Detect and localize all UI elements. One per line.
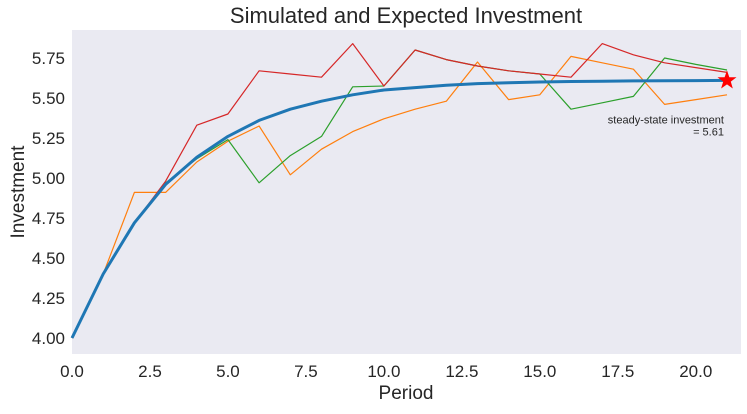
series-line-2 [71,42,728,339]
annotation-line-1: steady-state investment [608,115,724,127]
x-tick-label: 5.0 [216,362,240,381]
x-tick-label: 7.5 [294,362,318,381]
x-tick-label: 0.0 [60,362,84,381]
series-line-0 [71,55,728,339]
annotation-line-2: = 5.61 [693,127,724,139]
y-tick-label: 4.50 [32,249,65,268]
plot-area [72,30,741,354]
y-tick-label: 4.25 [32,289,65,308]
x-tick-label: 12.5 [445,362,478,381]
y-tick-label: 5.50 [32,89,65,108]
x-tick-label: 15.0 [523,362,556,381]
x-tick-label: 10.0 [367,362,400,381]
x-tick-label: 2.5 [138,362,162,381]
y-axis-ticks: 4.00 4.25 4.50 4.75 5.00 5.25 5.50 5.75 [32,49,65,348]
series-line-3 [70,78,728,339]
steady-state-star-marker [717,70,737,89]
y-axis-label: Investment [8,145,29,239]
series-layer [70,42,737,339]
y-tick-label: 5.00 [32,169,65,188]
x-axis-label: Period [379,383,434,404]
y-tick-label: 5.25 [32,129,65,148]
y-tick-label: 4.75 [32,209,65,228]
x-axis-ticks: 0.0 2.5 5.0 7.5 10.0 12.5 15.0 17.5 20.0 [60,362,712,381]
y-tick-label: 5.75 [32,49,65,68]
x-tick-label: 17.5 [601,362,634,381]
x-tick-label: 20.0 [679,362,712,381]
chart-title: Simulated and Expected Investment [230,3,582,28]
y-tick-label: 4.00 [32,329,65,348]
